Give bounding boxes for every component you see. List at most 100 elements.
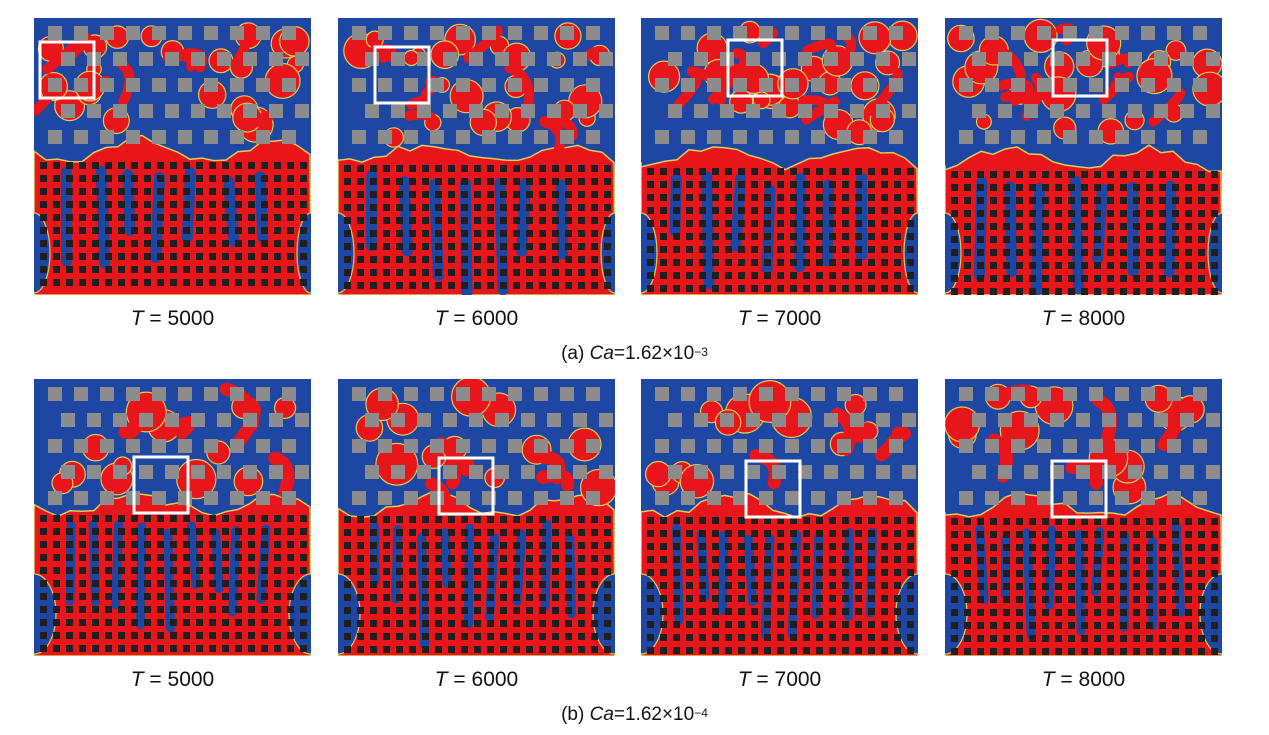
soft-obstacle	[495, 413, 509, 427]
soft-obstacle	[243, 104, 257, 118]
hard-obstacle	[881, 647, 888, 654]
hard-obstacle	[777, 272, 784, 279]
hard-obstacle	[1042, 531, 1049, 538]
hard-obstacle	[1198, 210, 1205, 217]
hard-obstacle	[647, 569, 654, 576]
soft-obstacle	[352, 491, 366, 505]
water-finger	[743, 534, 758, 607]
water-finger	[463, 523, 474, 629]
hard-obstacle	[829, 220, 836, 227]
hard-obstacle	[1081, 262, 1088, 269]
hard-obstacle	[196, 619, 203, 626]
hard-obstacle	[144, 175, 151, 182]
hard-obstacle	[686, 181, 693, 188]
soft-obstacle	[707, 78, 721, 92]
hard-obstacle	[422, 529, 429, 536]
hard-obstacle	[1133, 210, 1140, 217]
hard-obstacle	[977, 197, 984, 204]
hard-obstacle	[829, 517, 836, 524]
hard-obstacle	[977, 596, 984, 603]
hard-obstacle	[565, 516, 572, 523]
hard-obstacle	[1185, 288, 1192, 295]
hard-obstacle	[92, 266, 99, 273]
hard-obstacle	[300, 253, 307, 260]
hard-obstacle	[448, 165, 455, 172]
soft-obstacle	[668, 465, 682, 479]
hard-obstacle	[222, 175, 229, 182]
hard-obstacle	[673, 220, 680, 227]
hard-obstacle	[157, 606, 164, 613]
hard-obstacle	[196, 240, 203, 247]
hard-obstacle	[539, 555, 546, 562]
hard-obstacle	[1120, 557, 1127, 564]
hard-obstacle	[92, 645, 99, 652]
hard-obstacle	[118, 266, 125, 273]
hard-obstacle	[448, 581, 455, 588]
hard-obstacle	[816, 246, 823, 253]
soft-obstacle	[534, 491, 548, 505]
hard-obstacle	[300, 632, 307, 639]
soft-obstacle	[1154, 52, 1168, 66]
hard-obstacle	[235, 632, 242, 639]
water-finger	[223, 176, 240, 247]
hard-obstacle	[448, 516, 455, 523]
hard-obstacle	[448, 542, 455, 549]
soft-obstacle	[352, 130, 366, 144]
hard-obstacle	[777, 621, 784, 628]
soft-obstacle	[204, 130, 218, 144]
hard-obstacle	[1172, 262, 1179, 269]
hard-obstacle	[686, 168, 693, 175]
hard-obstacle	[357, 256, 364, 263]
hard-obstacle	[1172, 275, 1179, 282]
soft-obstacle	[113, 104, 127, 118]
time-variable: T	[737, 307, 751, 330]
hard-obstacle	[660, 569, 667, 576]
soft-obstacle	[959, 491, 973, 505]
hard-obstacle	[1107, 648, 1114, 655]
hard-obstacle	[790, 530, 797, 537]
hard-obstacle	[764, 582, 771, 589]
hard-obstacle	[1185, 622, 1192, 629]
hard-obstacle	[1081, 635, 1088, 642]
hard-obstacle	[222, 580, 229, 587]
hard-obstacle	[907, 543, 914, 550]
hard-obstacle	[1133, 635, 1140, 642]
soft-obstacle	[560, 439, 574, 453]
hard-obstacle	[287, 580, 294, 587]
hard-obstacle	[1042, 223, 1049, 230]
soft-obstacle	[785, 387, 799, 401]
hard-obstacle	[357, 165, 364, 172]
hard-obstacle	[699, 246, 706, 253]
hard-obstacle	[300, 227, 307, 234]
hard-obstacle	[829, 543, 836, 550]
hard-obstacle	[1107, 184, 1114, 191]
hard-obstacle	[422, 256, 429, 263]
soft-obstacle	[746, 413, 760, 427]
soft-obstacle	[586, 491, 600, 505]
hard-obstacle	[209, 515, 216, 522]
soft-obstacle	[694, 104, 708, 118]
hard-obstacle	[1094, 635, 1101, 642]
hard-obstacle	[673, 194, 680, 201]
hard-obstacle	[261, 645, 268, 652]
hard-obstacle	[261, 528, 268, 535]
hard-obstacle	[591, 217, 598, 224]
hard-obstacle	[287, 266, 294, 273]
soft-obstacle	[733, 26, 747, 40]
soft-obstacle	[681, 491, 695, 505]
hard-obstacle	[235, 554, 242, 561]
hard-obstacle	[1094, 223, 1101, 230]
hard-obstacle	[287, 541, 294, 548]
hard-obstacle	[487, 529, 494, 536]
hard-obstacle	[487, 633, 494, 640]
soft-obstacle	[404, 78, 418, 92]
hard-obstacle	[474, 529, 481, 536]
hard-obstacle	[803, 259, 810, 266]
hard-obstacle	[357, 516, 364, 523]
soft-obstacle	[191, 413, 205, 427]
hard-obstacle	[777, 181, 784, 188]
simulation-panel-a-4	[945, 18, 1222, 295]
hard-obstacle	[1120, 596, 1127, 603]
hard-obstacle	[40, 266, 47, 273]
hard-obstacle	[964, 518, 971, 525]
